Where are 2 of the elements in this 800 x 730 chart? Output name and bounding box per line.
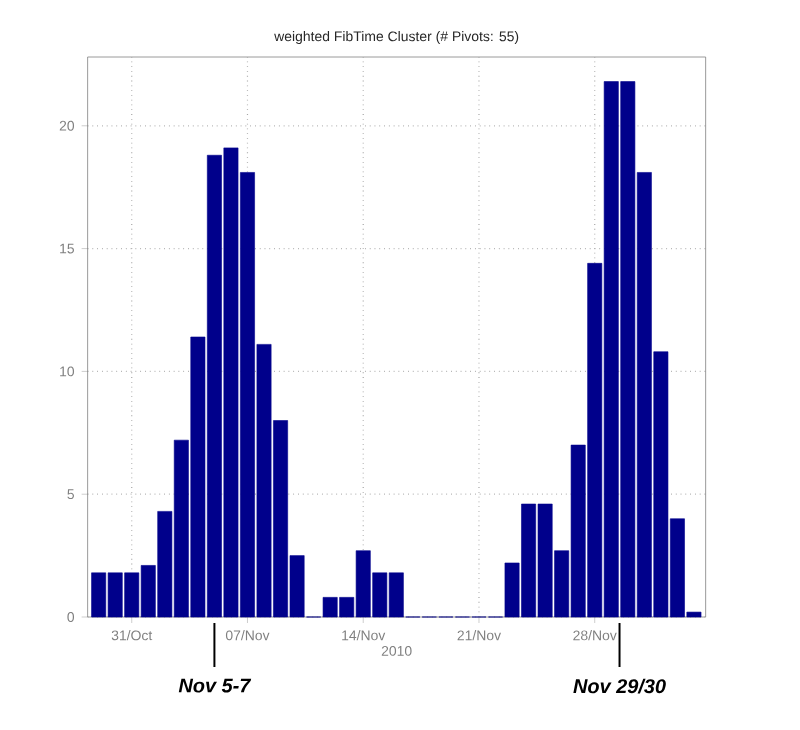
annotation: Nov 5-7 — [178, 678, 252, 693]
annotation: Nov 29/30 — [573, 678, 666, 694]
